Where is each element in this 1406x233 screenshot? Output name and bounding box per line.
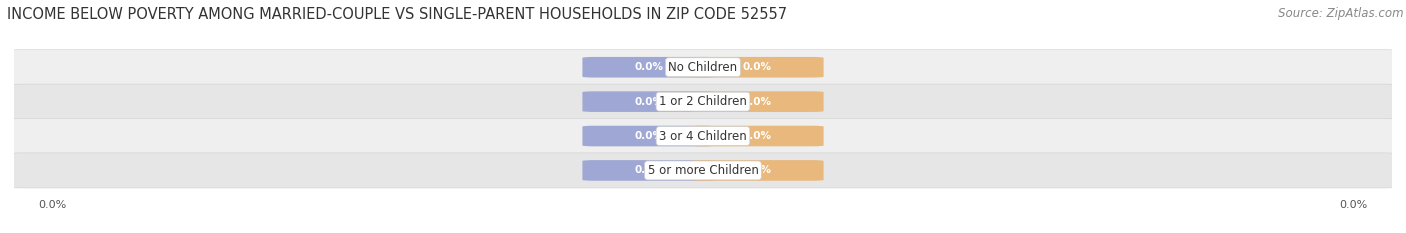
FancyBboxPatch shape <box>582 57 716 78</box>
Text: 0.0%: 0.0% <box>742 165 772 175</box>
FancyBboxPatch shape <box>10 84 1396 119</box>
Text: 0.0%: 0.0% <box>742 62 772 72</box>
FancyBboxPatch shape <box>10 153 1396 188</box>
FancyBboxPatch shape <box>582 160 716 181</box>
FancyBboxPatch shape <box>690 160 824 181</box>
FancyBboxPatch shape <box>582 126 716 146</box>
Text: 0.0%: 0.0% <box>39 200 67 210</box>
Text: 0.0%: 0.0% <box>1339 200 1367 210</box>
Text: 0.0%: 0.0% <box>742 131 772 141</box>
Text: 3 or 4 Children: 3 or 4 Children <box>659 130 747 143</box>
Text: 0.0%: 0.0% <box>742 97 772 107</box>
FancyBboxPatch shape <box>690 126 824 146</box>
FancyBboxPatch shape <box>690 91 824 112</box>
Text: 0.0%: 0.0% <box>634 131 664 141</box>
Text: No Children: No Children <box>668 61 738 74</box>
Text: 0.0%: 0.0% <box>634 62 664 72</box>
Text: 5 or more Children: 5 or more Children <box>648 164 758 177</box>
Text: 0.0%: 0.0% <box>634 165 664 175</box>
FancyBboxPatch shape <box>690 57 824 78</box>
FancyBboxPatch shape <box>10 119 1396 154</box>
FancyBboxPatch shape <box>10 50 1396 85</box>
Text: 0.0%: 0.0% <box>634 97 664 107</box>
FancyBboxPatch shape <box>582 91 716 112</box>
Text: INCOME BELOW POVERTY AMONG MARRIED-COUPLE VS SINGLE-PARENT HOUSEHOLDS IN ZIP COD: INCOME BELOW POVERTY AMONG MARRIED-COUPL… <box>7 7 787 22</box>
Text: Source: ZipAtlas.com: Source: ZipAtlas.com <box>1278 7 1403 20</box>
Text: 1 or 2 Children: 1 or 2 Children <box>659 95 747 108</box>
